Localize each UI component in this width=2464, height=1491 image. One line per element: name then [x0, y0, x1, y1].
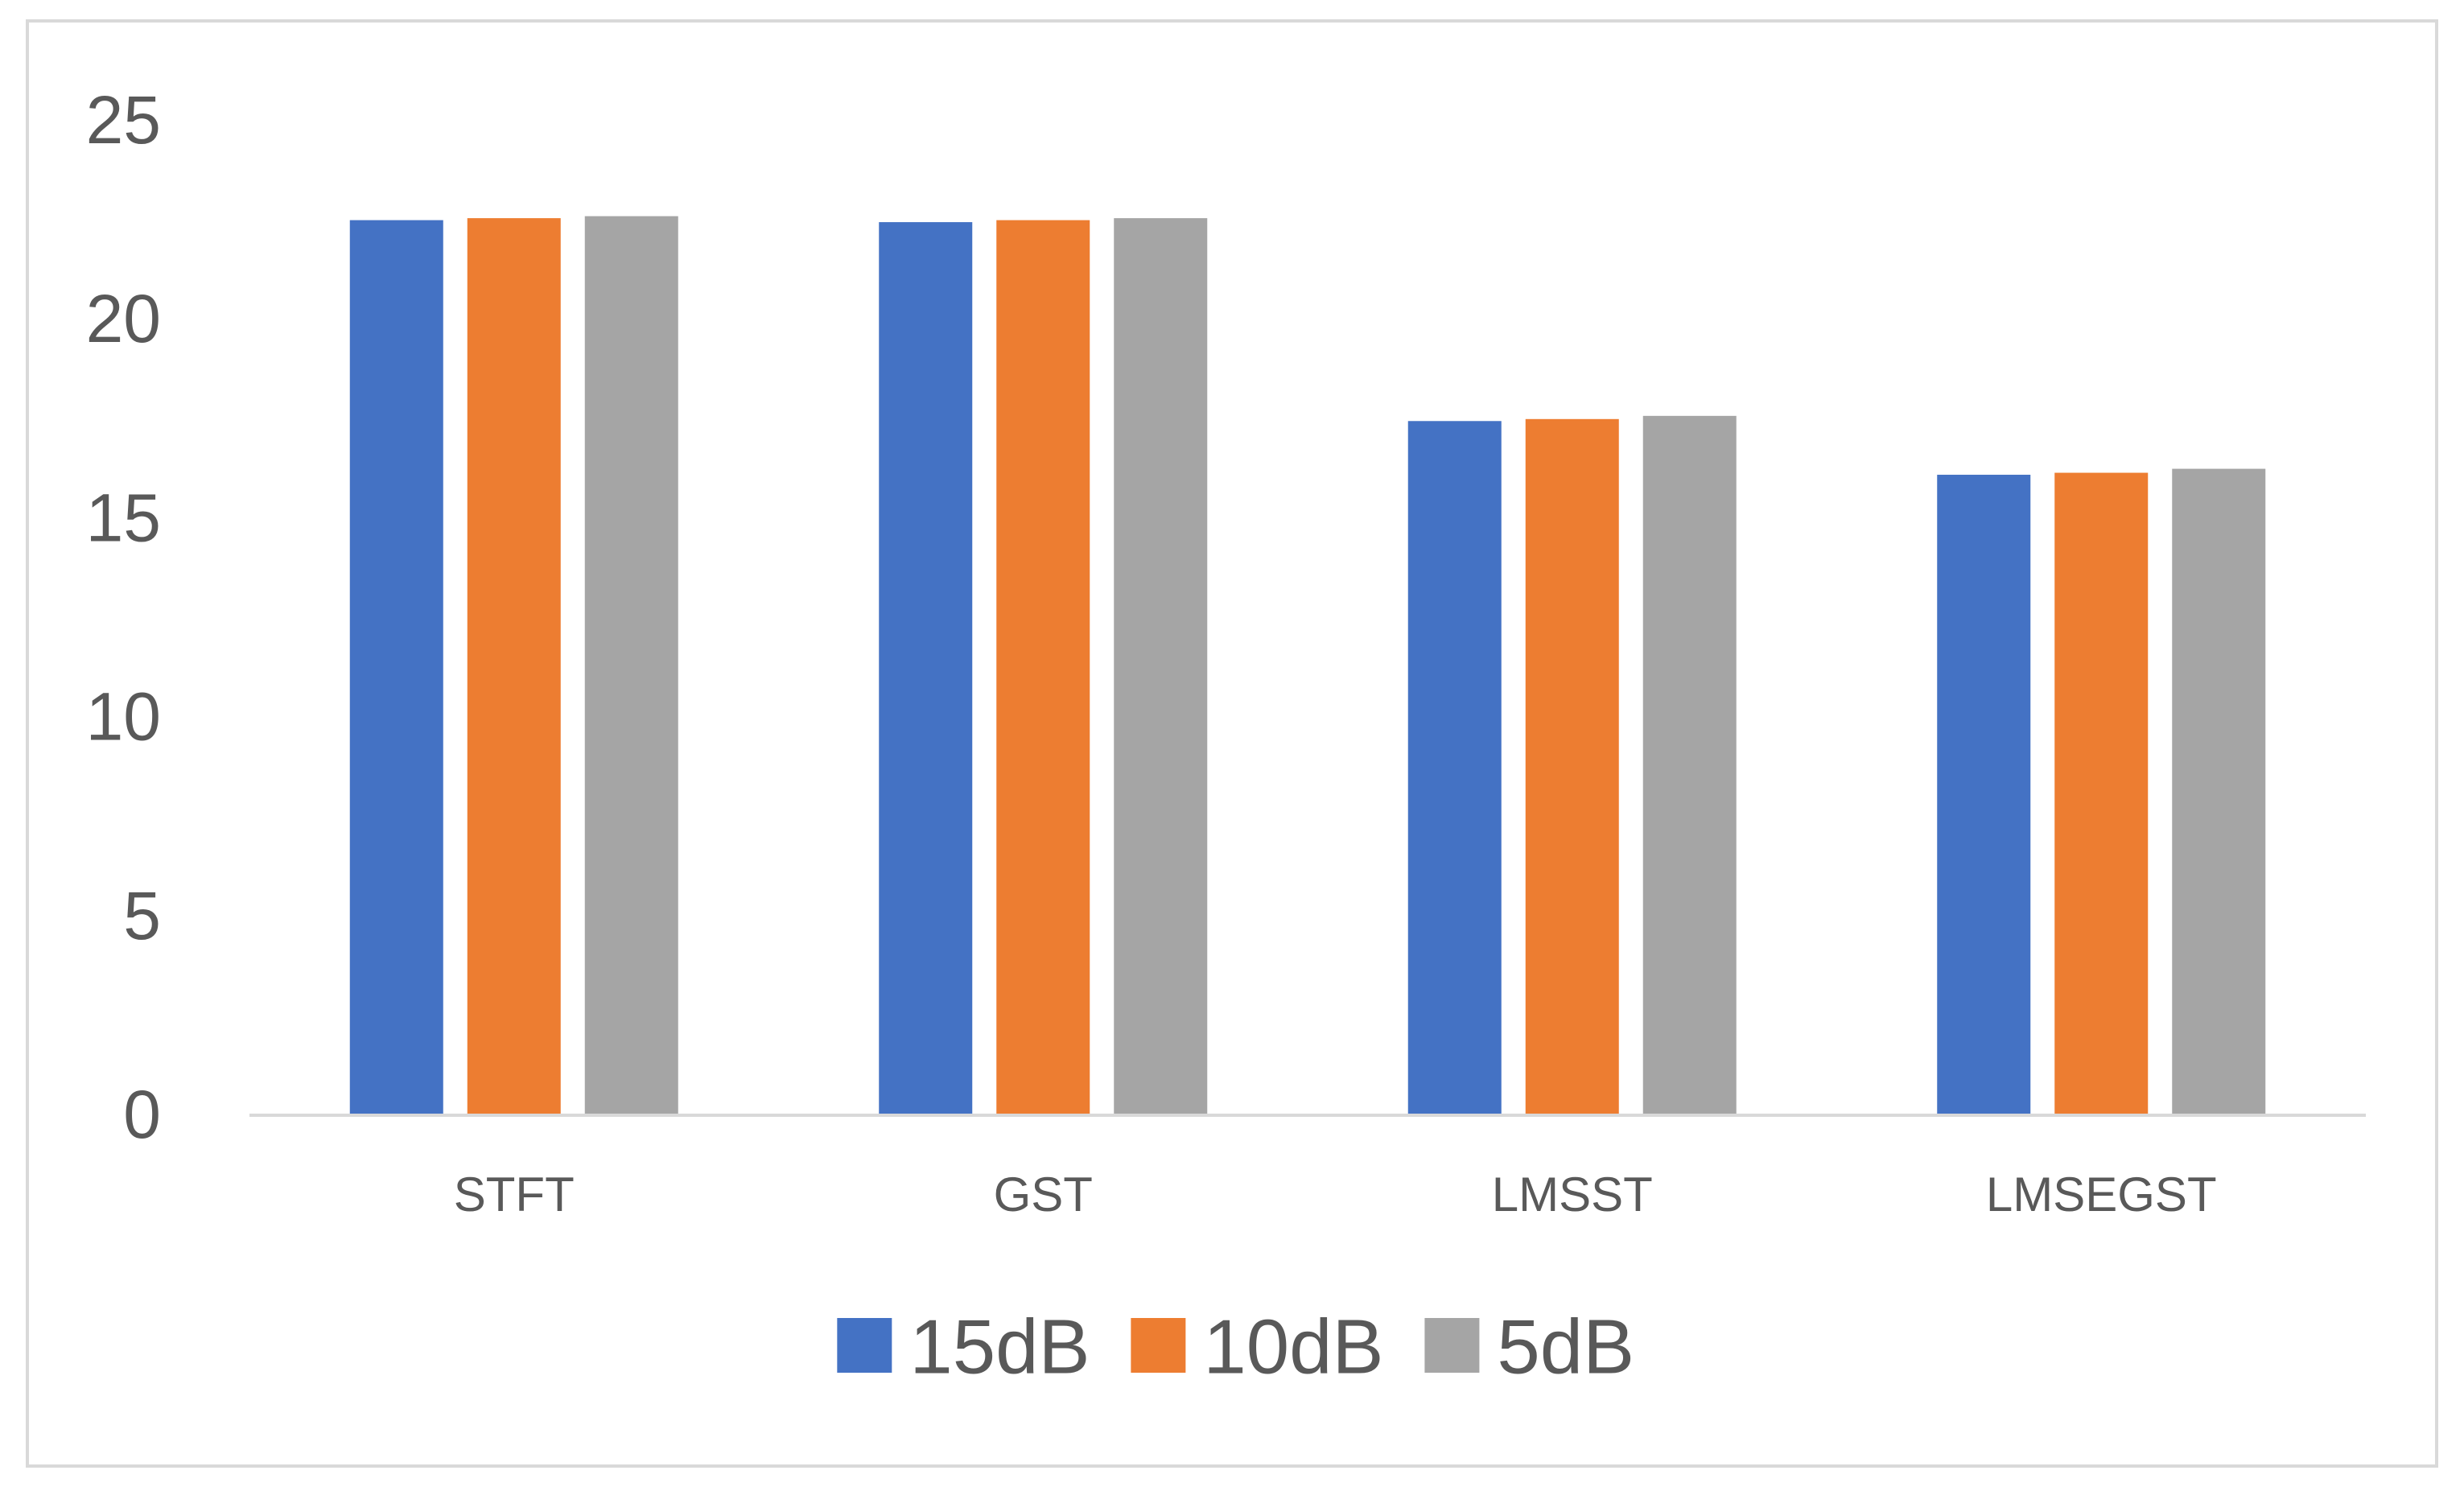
y-tick-label: 20 [86, 281, 161, 356]
bar-15dB-LMSEGST [1937, 475, 2031, 1115]
y-tick-label: 25 [86, 82, 161, 158]
y-tick-label: 10 [86, 679, 161, 755]
y-axis-tick-labels: 0 5 10 15 20 25 [86, 82, 161, 1152]
bar-5dB-GST [1114, 218, 1208, 1116]
bar-10dB-GST [996, 220, 1090, 1116]
bar-10dB-LMSEGST [2054, 472, 2149, 1115]
x-tick-label: LMSST [1492, 1168, 1653, 1221]
legend-label: 15dB [909, 1304, 1090, 1390]
x-tick-label: LMSEGST [1986, 1168, 2217, 1221]
y-tick-label: 15 [86, 480, 161, 555]
y-tick-label: 0 [123, 1077, 161, 1152]
legend-label: 5dB [1497, 1304, 1634, 1390]
bar-10dB-LMSST [1525, 418, 1619, 1115]
legend: 15dB 10dB 5dB [837, 1304, 1634, 1390]
legend-label: 10dB [1203, 1304, 1383, 1390]
y-tick-label: 5 [123, 878, 161, 953]
x-tick-label: STFT [454, 1168, 575, 1221]
legend-swatch-15dB [837, 1318, 892, 1373]
bar-5dB-LMSST [1642, 415, 1737, 1115]
bar-5dB-STFT [584, 216, 678, 1115]
bar-series-group [349, 216, 2266, 1116]
bar-15dB-STFT [349, 220, 443, 1116]
bar-15dB-GST [879, 222, 973, 1115]
bar-15dB-LMSST [1407, 421, 1502, 1115]
bar-10dB-STFT [467, 218, 561, 1116]
x-axis-tick-labels: STFT GST LMSST LMSEGST [454, 1168, 2217, 1221]
x-tick-label: GST [994, 1168, 1093, 1221]
legend-swatch-10dB [1131, 1318, 1186, 1373]
bar-5dB-LMSEGST [2172, 468, 2266, 1115]
legend-swatch-5dB [1424, 1318, 1480, 1373]
